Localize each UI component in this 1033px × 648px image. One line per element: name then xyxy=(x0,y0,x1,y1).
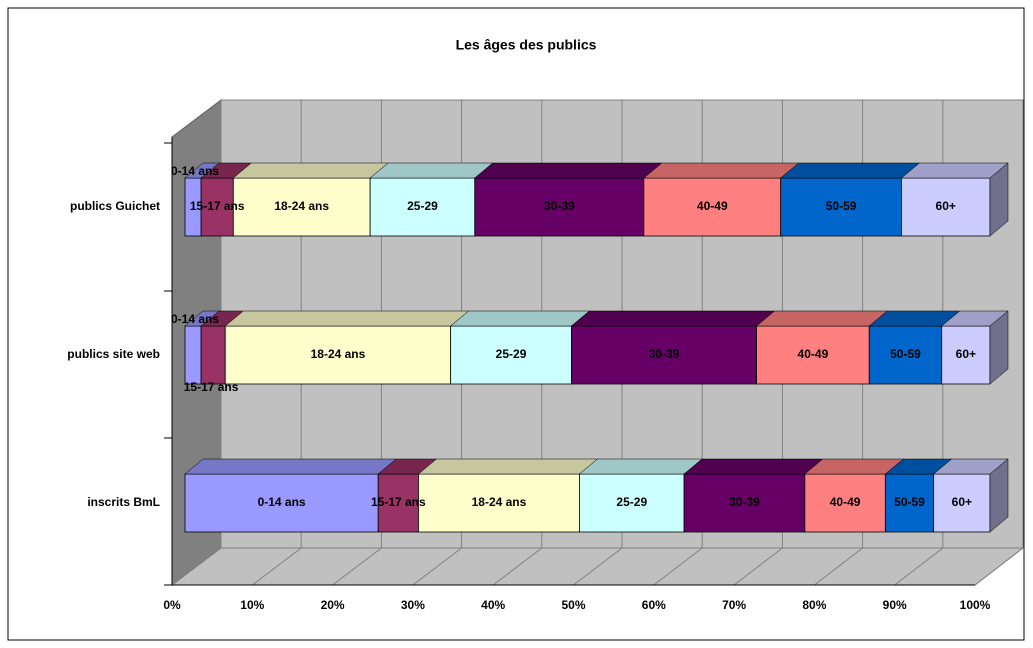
bar-segment xyxy=(474,177,645,237)
data-label: 18-24 ans xyxy=(274,199,329,213)
floor-grid-line xyxy=(492,547,543,586)
data-label: 25-29 xyxy=(407,199,438,213)
bar-top-shade xyxy=(185,163,220,178)
x-tick-label: 60% xyxy=(642,598,666,612)
bar-segment xyxy=(756,325,870,385)
floor-grid-line xyxy=(573,547,623,586)
data-label: 40-49 xyxy=(697,199,728,213)
bar-side-face xyxy=(989,458,1009,533)
floor-grid-line xyxy=(814,547,863,586)
data-label: 18-24 ans xyxy=(472,495,527,509)
floor-grid-line xyxy=(251,547,302,586)
bar-top-shade xyxy=(185,459,397,474)
floor-grid-line xyxy=(412,547,462,586)
data-label: 30-39 xyxy=(729,495,760,509)
bar-segment xyxy=(184,325,202,385)
y-tick-label: inscrits BmL xyxy=(87,495,160,509)
bar-side-shade xyxy=(990,459,1008,532)
bar-side-face xyxy=(989,162,1009,237)
bar-side-face xyxy=(989,310,1009,385)
data-label: 60+ xyxy=(952,495,972,509)
bar-top-shade xyxy=(756,311,888,326)
y-tick-label: publics site web xyxy=(67,347,160,361)
x-tick-label: 80% xyxy=(802,598,826,612)
data-label: 30-39 xyxy=(649,347,680,361)
data-label: 0-14 ans xyxy=(171,312,219,326)
data-label: 50-59 xyxy=(894,495,925,509)
bar-segment xyxy=(200,177,234,237)
bar-segment xyxy=(418,473,580,533)
bar-top-shade xyxy=(869,311,960,326)
data-label: 25-29 xyxy=(616,495,647,509)
bar-top-shade xyxy=(201,163,252,178)
bar-top-shade xyxy=(780,163,920,178)
data-label: 15-17 ans xyxy=(190,199,245,213)
bar-top-shade xyxy=(418,459,598,474)
bar-segment xyxy=(377,473,419,533)
x-tick-label: 70% xyxy=(722,598,746,612)
bar-segment xyxy=(184,473,379,533)
bar-top-shade xyxy=(571,311,775,326)
bar-top-shade xyxy=(185,311,220,326)
data-label: 40-49 xyxy=(798,347,829,361)
bar-side-shade xyxy=(990,163,1008,236)
bar-top-shade xyxy=(885,459,952,474)
data-label: 15-17 ans xyxy=(184,380,239,394)
floor-grid-line xyxy=(894,547,944,586)
bar-top-shade xyxy=(804,459,904,474)
floor-grid-line xyxy=(171,547,222,586)
x-tick-label: 100% xyxy=(960,598,991,612)
data-label: 50-59 xyxy=(890,347,921,361)
data-label: 60+ xyxy=(956,347,976,361)
x-tick-label: 50% xyxy=(561,598,585,612)
data-label: 30-39 xyxy=(544,199,575,213)
bar-segment xyxy=(683,473,806,533)
bar-top-shade xyxy=(474,163,662,178)
bar-side-shade xyxy=(990,311,1008,384)
bar-top-shade xyxy=(233,163,389,178)
bar-top-shade xyxy=(201,311,244,326)
x-tick-label: 0% xyxy=(163,598,181,612)
bar-segment xyxy=(901,177,991,237)
bar-top-shade xyxy=(941,311,1008,326)
bar-top-shade xyxy=(450,311,590,326)
x-tick-label: 90% xyxy=(883,598,907,612)
data-label: 50-59 xyxy=(826,199,857,213)
bar-top-shade xyxy=(933,459,1008,474)
floor-grid-line xyxy=(974,547,1024,586)
bar-top-shade xyxy=(684,459,823,474)
bar-segment xyxy=(369,177,476,237)
bar-top-shade xyxy=(643,163,799,178)
x-tick-label: 30% xyxy=(401,598,425,612)
bar-top-shade xyxy=(378,459,437,474)
data-label: 0-14 ans xyxy=(171,164,219,178)
bar-segment xyxy=(200,325,226,385)
bar-segment xyxy=(780,177,902,237)
bar-top-shade xyxy=(901,163,1008,178)
x-tick-label: 40% xyxy=(481,598,505,612)
bar-top-shade xyxy=(225,311,469,326)
data-label: 25-29 xyxy=(496,347,527,361)
bar-segment xyxy=(643,177,782,237)
floor-grid-line xyxy=(733,547,783,586)
floor-grid-line xyxy=(332,547,382,586)
data-label: 15-17 ans xyxy=(371,495,426,509)
chart-title: Les âges des publics xyxy=(456,37,597,53)
data-label: 0-14 ans xyxy=(258,495,306,509)
y-tick-label: publics Guichet xyxy=(70,199,160,213)
data-label: 60+ xyxy=(936,199,956,213)
x-tick-label: 20% xyxy=(321,598,345,612)
bar-segment xyxy=(450,325,572,385)
bar-top-shade xyxy=(579,459,703,474)
data-label: 18-24 ans xyxy=(311,347,366,361)
x-tick-label: 10% xyxy=(240,598,264,612)
bar-top-shade xyxy=(370,163,493,178)
floor-grid-line xyxy=(653,547,703,586)
data-label: 40-49 xyxy=(830,495,861,509)
bar-segment xyxy=(232,177,371,237)
